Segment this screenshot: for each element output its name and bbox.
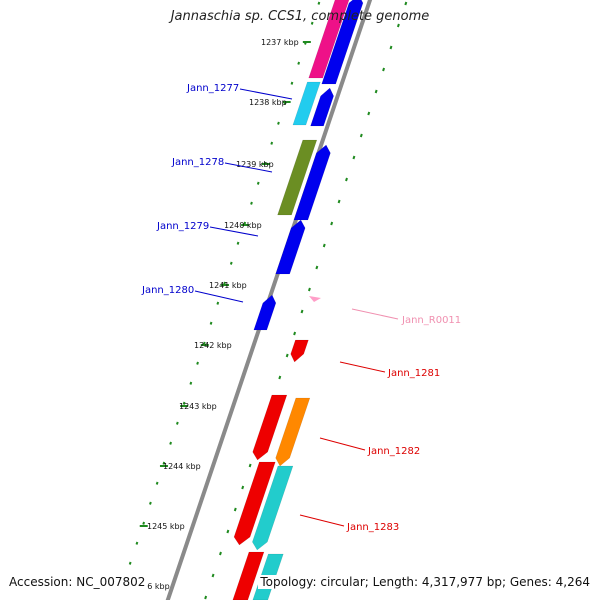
- inner-scale-dot: [196, 361, 199, 365]
- inner-scale-dot: [128, 561, 132, 565]
- outer-scale-dot: [211, 573, 215, 578]
- gene-cyan: [292, 81, 321, 126]
- gene-label: Jann_1278: [171, 157, 224, 168]
- inner-scale-dot: [277, 121, 280, 125]
- inner-scale-dot: [189, 381, 193, 385]
- gene-label: Jann_1283: [346, 522, 399, 533]
- gene-label: Jann_R0011: [401, 315, 461, 326]
- label-leader-line: [351, 308, 399, 320]
- inner-scale-dot: [149, 501, 152, 505]
- gene-jann-1278: [293, 144, 331, 221]
- inner-scale-dot: [236, 241, 240, 245]
- outer-scale-dot: [204, 595, 208, 600]
- gene-jann-1282: [275, 397, 311, 467]
- label-leader-line: [209, 226, 259, 237]
- inner-scale-dot: [135, 541, 139, 545]
- label-leader-line: [339, 361, 386, 373]
- inner-scale-dot: [290, 81, 294, 85]
- gene-jann-1277: [310, 87, 334, 127]
- inner-scale-dot: [250, 201, 253, 205]
- inner-scale-dot: [175, 421, 179, 425]
- gene-jann-1280: [253, 294, 277, 331]
- outer-scale-dot: [315, 265, 319, 270]
- label-leader-line: [224, 162, 273, 173]
- gene-label: Jann_1282: [367, 446, 420, 457]
- outer-scale-dot: [367, 111, 371, 116]
- outer-scale-dot: [248, 463, 252, 468]
- inner-scale-dot: [256, 181, 260, 185]
- gene-label: Jann_1279: [156, 221, 209, 232]
- outer-scale-dot: [285, 353, 289, 358]
- topology-text: Topology: circular; Length: 4,317,977 bp…: [258, 575, 590, 589]
- outer-scale-dot: [330, 221, 334, 226]
- label-leader-line: [194, 290, 244, 303]
- gene-red-b: [233, 461, 276, 546]
- accession-text: Accession: NC_007802: [9, 575, 148, 589]
- outer-scale-dot: [389, 45, 393, 50]
- tick-label: 1243 kbp: [179, 402, 217, 411]
- inner-scale-dot: [216, 301, 220, 305]
- inner-scale-dot: [162, 461, 166, 465]
- tick-label: 1244 kbp: [163, 462, 201, 471]
- gene-jann-1283: [252, 465, 294, 551]
- label-leader-line: [319, 437, 366, 451]
- outer-scale-dot: [345, 177, 348, 182]
- inner-scale-dot: [317, 1, 321, 5]
- gene-jann-r0011: [309, 296, 321, 302]
- tick-label: 1245 kbp: [147, 522, 185, 531]
- gene-label: Jann_1281: [387, 368, 440, 379]
- outer-scale-dot: [278, 375, 282, 380]
- tick-label: 1241 kbp: [209, 281, 247, 290]
- outer-scale-dot: [382, 67, 386, 72]
- tick-label: 1246 kbp: [132, 582, 170, 591]
- inner-scale-dot: [209, 321, 213, 325]
- tick-label: 1239 kbp: [236, 160, 274, 169]
- tick-label: 1238 kbp: [249, 98, 287, 107]
- inner-scale-dot: [155, 481, 159, 485]
- inner-scale-dot: [229, 261, 233, 265]
- outer-scale-dot: [293, 331, 297, 336]
- inner-scale-dot: [169, 441, 172, 445]
- outer-scale-dot: [337, 199, 341, 204]
- outer-scale-dot: [359, 133, 363, 138]
- inner-scale-dot: [297, 61, 301, 65]
- gene-magenta: [308, 0, 350, 79]
- label-leader-line: [239, 88, 293, 100]
- gene-red-c: [232, 551, 265, 600]
- outer-scale-dot: [219, 551, 222, 556]
- tick-label: 1242 kbp: [194, 341, 232, 350]
- outer-scale-dot: [300, 309, 304, 314]
- outer-scale-dot: [233, 507, 237, 512]
- map-title: Jannaschia sp. CCS1, complete genome: [170, 9, 430, 24]
- outer-scale-dot: [307, 287, 311, 292]
- gene-red-a: [252, 394, 288, 461]
- outer-scale-dot: [241, 485, 245, 490]
- outer-scale-dot: [374, 89, 378, 94]
- tick-label: 1240 kbp: [224, 221, 262, 230]
- tick-label: 1237 kbp: [261, 38, 299, 47]
- inner-scale-dot: [182, 401, 186, 405]
- gene-jann-1279: [275, 219, 306, 275]
- outer-scale-dot: [404, 1, 408, 6]
- outer-scale-dot: [226, 529, 230, 534]
- inner-scale-dot: [270, 141, 274, 145]
- gene-blue: [321, 0, 364, 85]
- inner-scale-dot: [310, 21, 314, 25]
- outer-scale-dot: [352, 155, 356, 160]
- inner-scale-dot: [142, 521, 146, 525]
- gene-jann-1281: [290, 339, 309, 363]
- outer-scale-dot: [322, 243, 326, 248]
- label-leader-line: [299, 514, 345, 527]
- gene-jann-1278-olive: [277, 139, 318, 216]
- gene-label: Jann_1280: [141, 285, 194, 296]
- outer-scale-dot: [396, 23, 400, 28]
- gene-label: Jann_1277: [186, 83, 239, 94]
